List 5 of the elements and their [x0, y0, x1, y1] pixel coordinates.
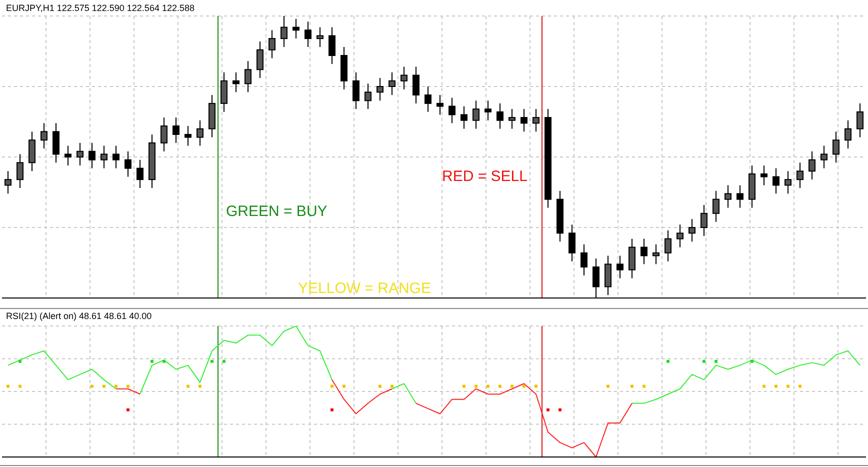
chart-title: EURJPY,H1 122.575 122.590 122.564 122.588 [6, 3, 194, 13]
annotation: GREEN = BUY [226, 203, 328, 220]
annotation: RED = SELL [442, 168, 528, 185]
chart-title: RSI(21) (Alert on) 48.61 48.61 40.00 [6, 311, 152, 321]
annotation: YELLOW = RANGE [298, 280, 431, 297]
